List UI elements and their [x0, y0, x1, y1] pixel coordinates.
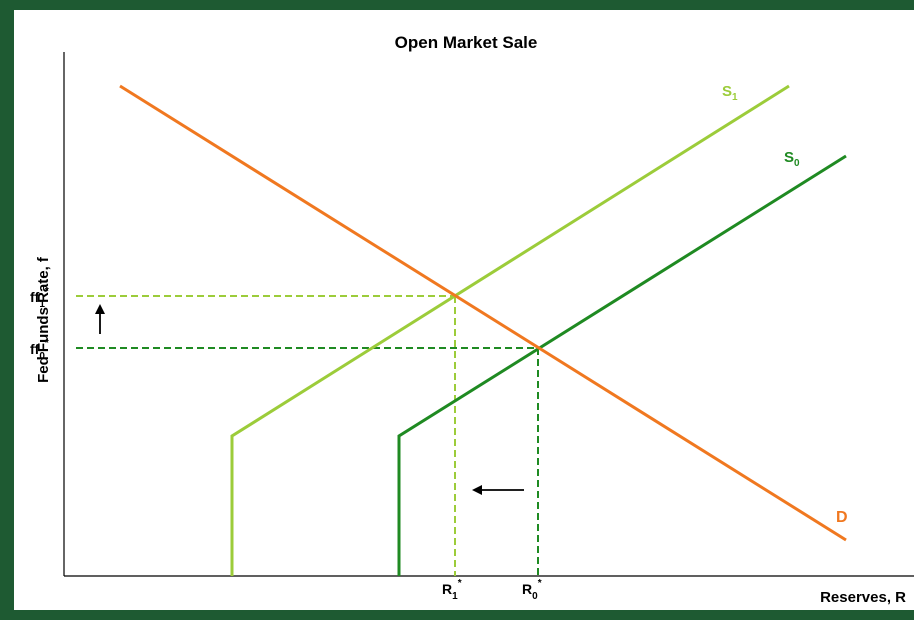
s0-label: S0 — [784, 149, 800, 169]
supply-curve-s0 — [397, 154, 847, 576]
ff0-label: ff0* — [30, 338, 49, 362]
s1-label: S1 — [722, 83, 738, 103]
ff1-label: ff1* — [30, 286, 49, 310]
rate-up-arrow-icon — [95, 304, 105, 334]
d-label: D — [836, 509, 848, 526]
slide-canvas: Open Market Sale Fed Funds Rate, f Reser… — [14, 10, 914, 610]
r1-label: R1* — [442, 578, 462, 602]
supply-curve-s1 — [230, 84, 790, 576]
r0-label: R0* — [522, 578, 542, 602]
demand-curve — [119, 84, 847, 542]
y-axis-label: Fed Funds Rate, f — [35, 256, 52, 383]
supply-shift-left-arrow-icon — [472, 485, 524, 495]
diagram: Open Market Sale Fed Funds Rate, f Reser… — [30, 33, 914, 606]
chart-title: Open Market Sale — [395, 33, 538, 52]
x-axis-label: Reserves, R — [820, 589, 906, 606]
